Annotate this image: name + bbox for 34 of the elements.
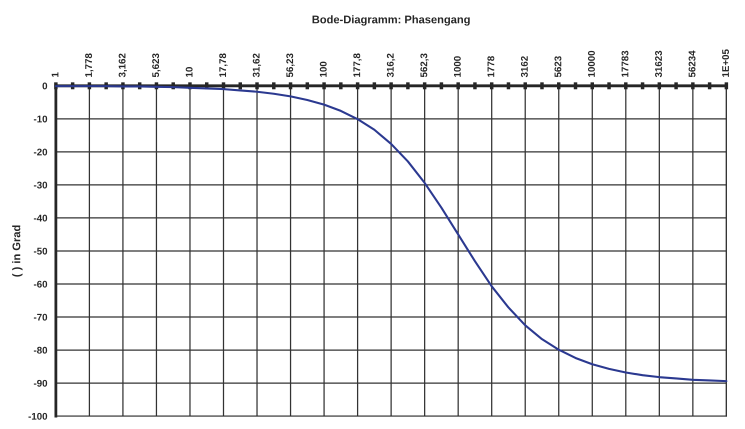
- x-tick-label: 177,8: [353, 53, 362, 77]
- chart-title: Bode-Diagramm: Phasengang: [312, 15, 470, 26]
- x-tick-label: 56234: [688, 50, 696, 78]
- x-tick-label: 3162: [520, 56, 528, 78]
- x-tick-label: 3,162: [118, 54, 127, 78]
- y-tick-label: -10: [34, 116, 48, 122]
- x-tick-label: 5623: [554, 56, 562, 78]
- y-tick-label: -50: [34, 248, 48, 255]
- y-tick-label: -90: [34, 380, 48, 387]
- x-tick-label: 1778: [487, 56, 494, 77]
- x-tick-label: 1: [52, 72, 58, 77]
- x-tick-label: 1,778: [85, 53, 94, 77]
- x-tick-label: 31623: [655, 50, 662, 78]
- x-tick-label: 5,623: [152, 53, 160, 78]
- x-tick-label: 316,2: [386, 54, 396, 78]
- x-tick-label: 1E+05: [722, 49, 729, 77]
- x-tick-label: 562,3: [420, 53, 429, 78]
- x-tick-label: 17783: [622, 50, 628, 77]
- x-tick-label: 100: [320, 62, 327, 77]
- x-tick-label: 10000: [588, 50, 595, 77]
- x-tick-label: 1000: [454, 56, 461, 77]
- y-axis-title: ( ) in Grad: [12, 225, 23, 277]
- y-tick-label: -30: [34, 182, 48, 189]
- y-tick-label: -60: [34, 280, 48, 288]
- y-tick-label: -100: [28, 412, 48, 420]
- y-tick-label: -40: [34, 214, 48, 222]
- y-tick-label: -70: [34, 314, 48, 321]
- y-tick-label: 0: [42, 82, 48, 90]
- x-tick-label: 17,78: [219, 53, 228, 77]
- y-tick-label: -80: [34, 346, 48, 354]
- x-tick-label: 10: [186, 67, 193, 77]
- x-tick-label: 56,23: [286, 53, 295, 78]
- y-tick-label: -20: [34, 148, 48, 156]
- x-tick-label: 31,62: [252, 54, 262, 78]
